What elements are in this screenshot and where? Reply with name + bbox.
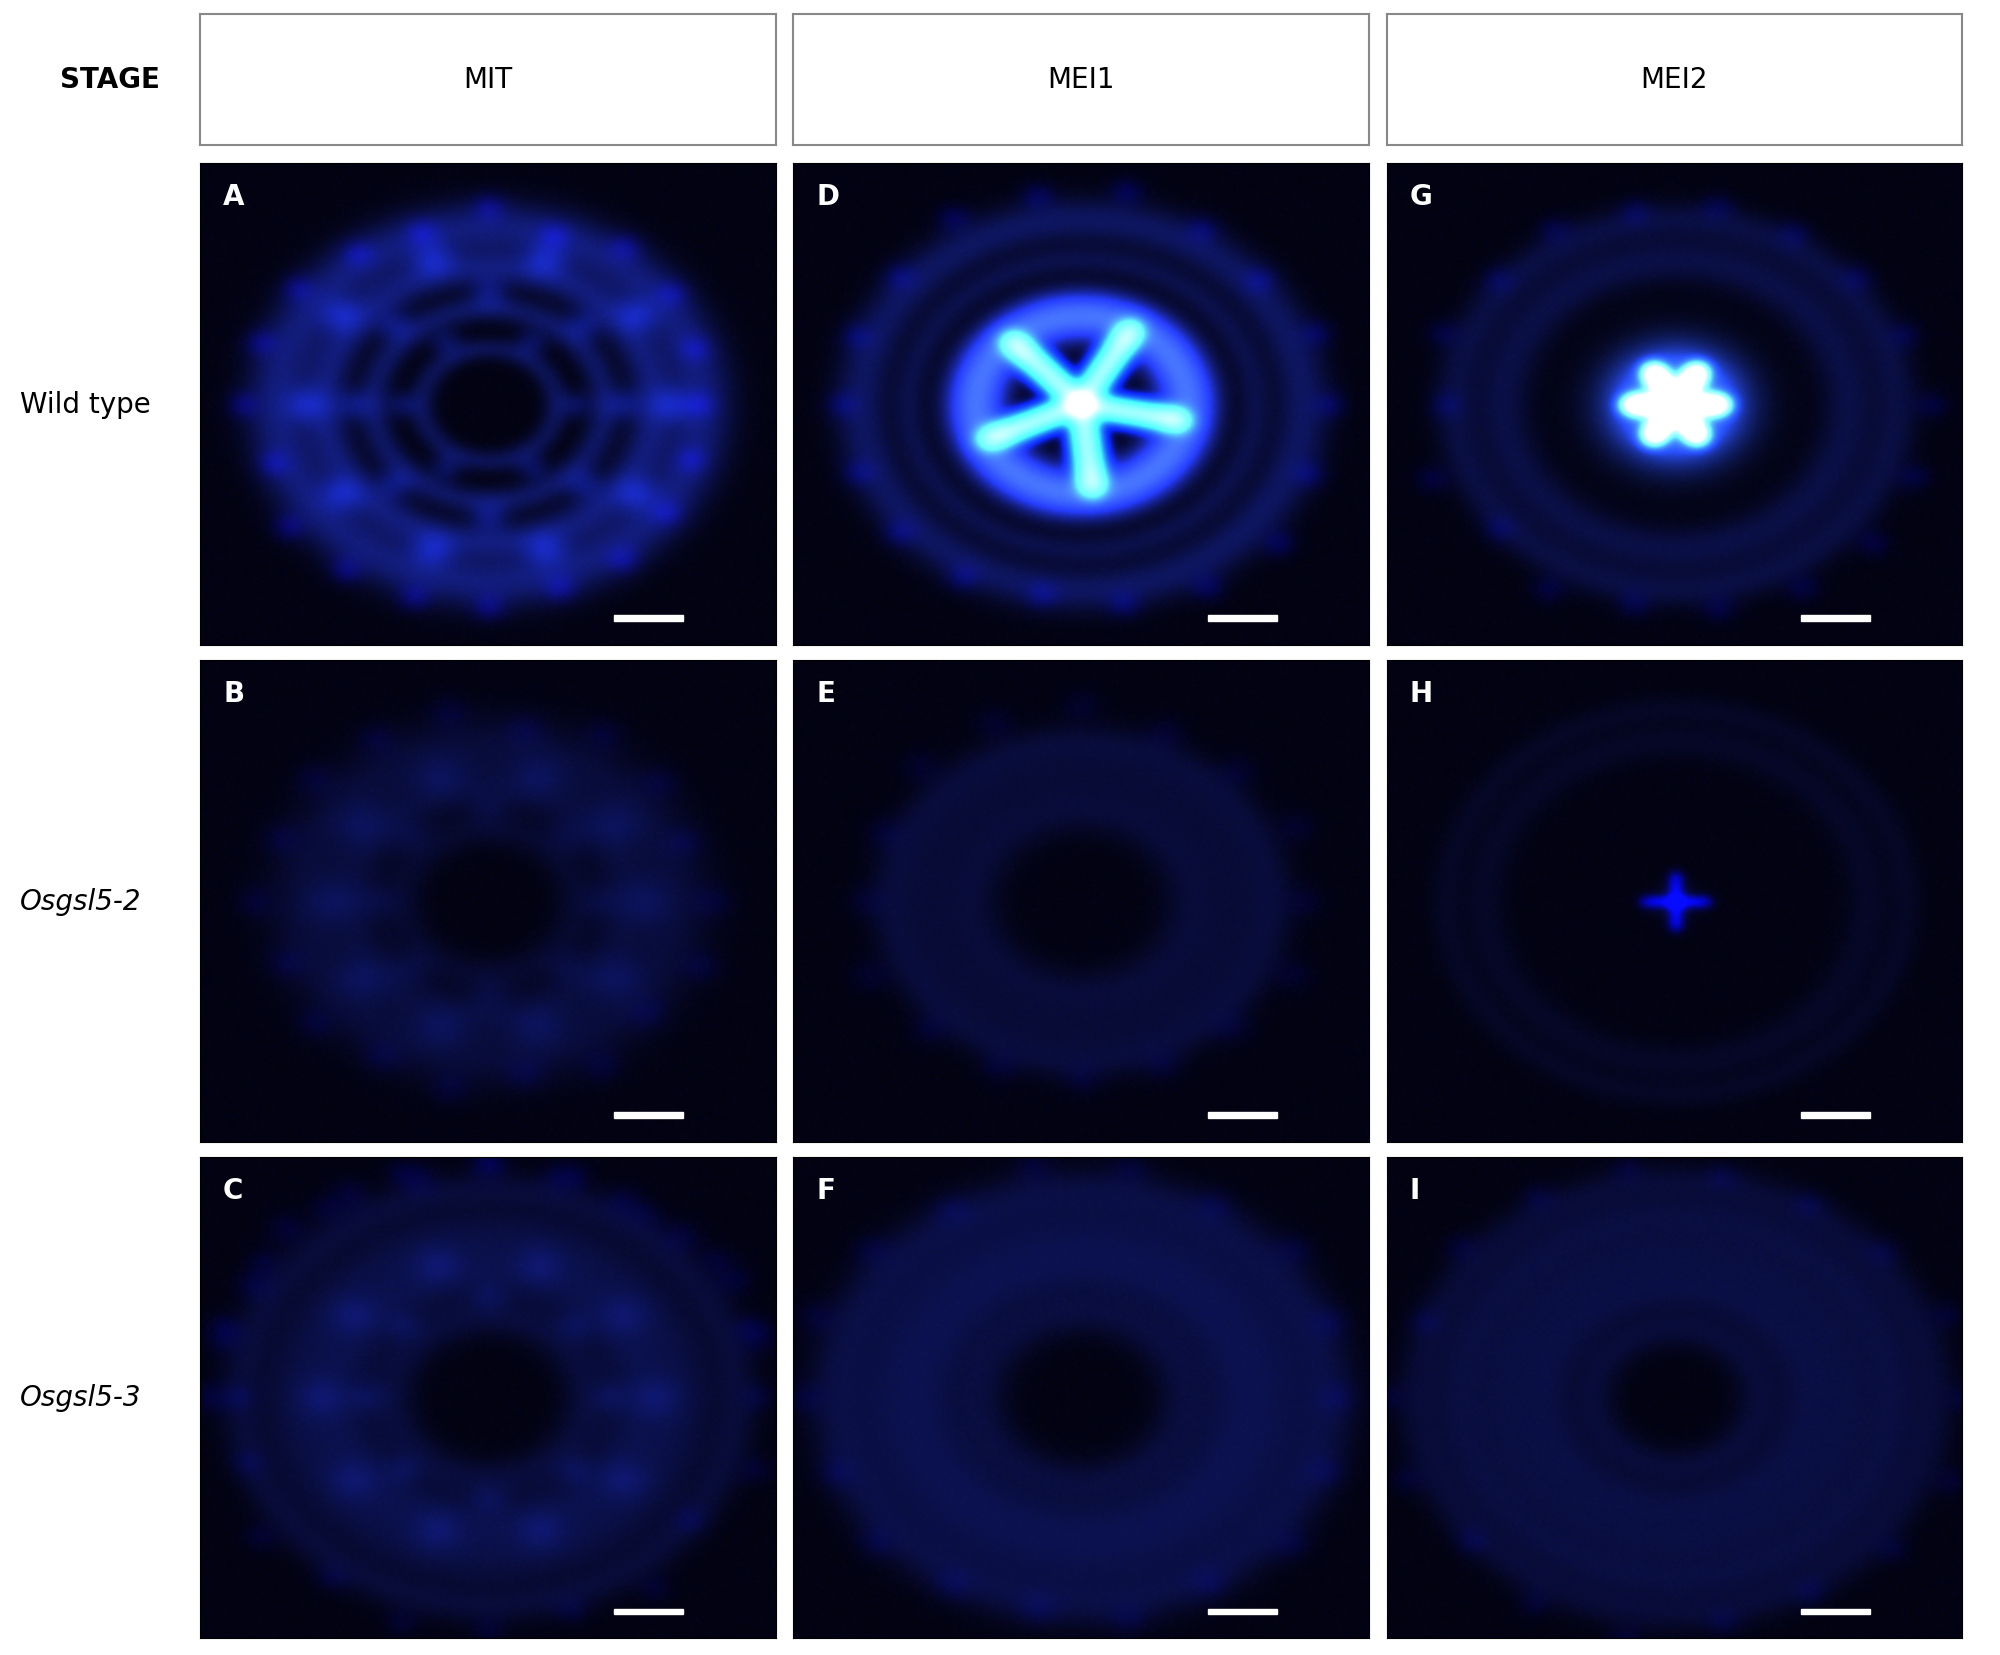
Text: Wild type: Wild type bbox=[20, 391, 150, 419]
Text: F: F bbox=[816, 1177, 836, 1205]
Bar bbox=[1802, 1609, 1870, 1614]
Bar bbox=[614, 1112, 684, 1117]
Bar bbox=[1802, 1112, 1870, 1117]
Text: C: C bbox=[224, 1177, 244, 1205]
Bar bbox=[1208, 1112, 1276, 1117]
Bar bbox=[614, 1609, 684, 1614]
Bar bbox=[614, 616, 684, 621]
Bar bbox=[1208, 616, 1276, 621]
Text: STAGE: STAGE bbox=[60, 66, 160, 94]
Text: MEI1: MEI1 bbox=[1048, 66, 1114, 94]
Bar bbox=[1208, 1609, 1276, 1614]
Text: E: E bbox=[816, 680, 836, 708]
Bar bbox=[1802, 616, 1870, 621]
Text: Osgsl5-2: Osgsl5-2 bbox=[20, 887, 142, 915]
Text: MIT: MIT bbox=[464, 66, 512, 94]
Text: A: A bbox=[224, 184, 244, 212]
Text: B: B bbox=[224, 680, 244, 708]
Text: I: I bbox=[1410, 1177, 1420, 1205]
Text: MEI2: MEI2 bbox=[1640, 66, 1708, 94]
Text: D: D bbox=[816, 184, 840, 212]
Text: G: G bbox=[1410, 184, 1432, 212]
Text: H: H bbox=[1410, 680, 1432, 708]
Text: Osgsl5-3: Osgsl5-3 bbox=[20, 1384, 142, 1412]
